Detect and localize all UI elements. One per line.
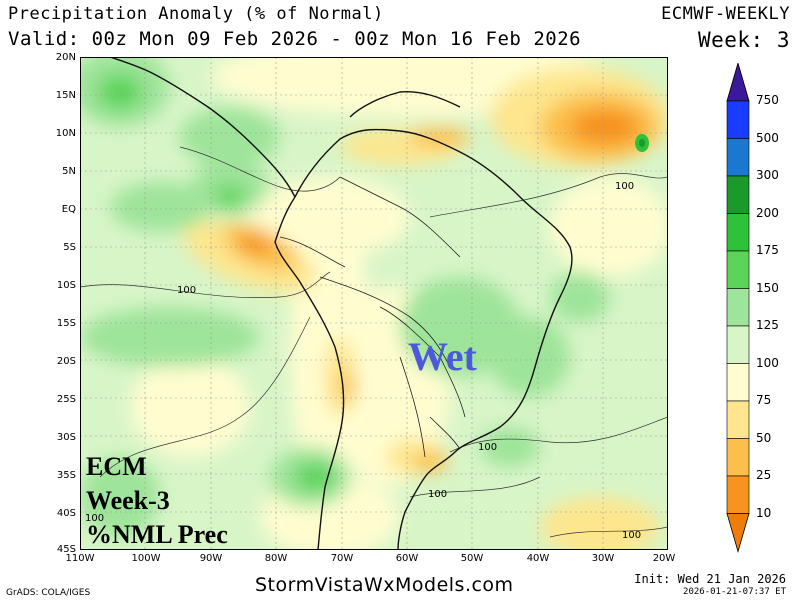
map-canvas: 100 100 100 100 100 100 xyxy=(80,57,668,550)
colorbar-label: 125 xyxy=(756,318,779,332)
lat-label: 40S xyxy=(56,508,76,519)
anomaly-map: 100 100 100 100 100 100 xyxy=(80,57,668,550)
colorbar-segment xyxy=(726,475,750,514)
timestamp: 2026-01-21-07:37 ET xyxy=(683,587,786,597)
overlay-caption: ECM Week-3 %NML Prec xyxy=(86,450,228,552)
overlay-line: %NML Prec xyxy=(86,520,228,549)
colorbar-segment xyxy=(726,138,750,177)
lon-label: 80W xyxy=(264,553,288,564)
colorbar-label: 50 xyxy=(756,430,772,445)
colorbar-top-arrow xyxy=(726,63,750,102)
lat-label: 20N xyxy=(55,52,76,63)
lon-label: 40W xyxy=(526,553,550,564)
lat-label: 15N xyxy=(55,90,76,101)
colorbar-label: 100 xyxy=(756,355,779,370)
wet-annotation: Wet xyxy=(408,334,477,379)
contour-label: 100 xyxy=(478,442,497,453)
colorbar-label: 75 xyxy=(756,393,772,407)
contour-label: 100 xyxy=(85,513,104,524)
coastlines xyxy=(109,57,573,550)
colorbar-label: 750 xyxy=(756,93,779,107)
colorbar-segment xyxy=(726,325,750,364)
colorbar-label: 300 xyxy=(756,168,779,182)
lat-label: 5S xyxy=(63,242,76,253)
chart-title: Precipitation Anomaly (% of Normal) xyxy=(8,4,384,24)
lon-label: 70W xyxy=(330,553,354,564)
anomaly-shading xyxy=(80,57,668,550)
colorbar-segment xyxy=(726,213,750,252)
lon-label: 60W xyxy=(395,553,419,564)
lat-label: 35S xyxy=(56,470,76,481)
lat-label: 10S xyxy=(56,280,76,291)
init-time: Init: Wed 21 Jan 2026 xyxy=(634,572,786,586)
lon-label: 90W xyxy=(199,553,223,564)
colorbar xyxy=(726,63,750,553)
lat-label: 5N xyxy=(62,166,76,177)
grads-credit: GrADS: COLA/IGES xyxy=(6,588,91,598)
colorbar-label: 150 xyxy=(756,280,779,295)
lat-label: 45S xyxy=(56,544,76,555)
lat-label: 15S xyxy=(56,318,76,329)
colorbar-label: 500 xyxy=(756,130,779,145)
model-name: ECMWF-WEEKLY xyxy=(661,4,790,24)
colorbar-label: 25 xyxy=(756,468,772,482)
lon-label: 30W xyxy=(591,553,615,564)
lon-label: 110W xyxy=(65,553,95,564)
lon-label: 50W xyxy=(460,553,484,564)
colorbar-segment xyxy=(726,175,750,214)
map-frame xyxy=(80,57,668,550)
lat-label: EQ xyxy=(61,204,76,215)
colorbar-segment xyxy=(726,438,750,477)
week-label: Week: 3 xyxy=(697,28,790,52)
lat-label: 30S xyxy=(56,432,76,443)
lon-label: 20W xyxy=(652,553,676,564)
site-name: StormVistaWxModels.com xyxy=(255,574,514,596)
colorbar-segment xyxy=(726,250,750,289)
colorbar-label: 175 xyxy=(756,243,779,257)
lon-label: 100W xyxy=(131,553,161,564)
overlay-line: Week-3 xyxy=(86,486,170,515)
valid-period: Valid: 00z Mon 09 Feb 2026 - 00z Mon 16 … xyxy=(8,28,582,50)
overlay-line: ECM xyxy=(86,452,147,481)
lat-label: 10N xyxy=(55,128,76,139)
colorbar-segment xyxy=(726,363,750,402)
colorbar-label: 10 xyxy=(756,505,772,520)
lat-label: 25S xyxy=(56,394,76,405)
colorbar-segment xyxy=(726,288,750,327)
wet-spot-core xyxy=(639,139,645,147)
contour-label: 100 xyxy=(615,181,634,192)
colorbar-bottom-arrow xyxy=(726,513,750,553)
contour-label: 100 xyxy=(177,285,196,296)
contour-label: 100 xyxy=(428,489,447,500)
country-borders xyxy=(279,176,466,458)
contour-label: 100 xyxy=(622,530,641,541)
colorbar-label: 200 xyxy=(756,205,779,220)
colorbar-segment xyxy=(726,400,750,439)
lat-label: 20S xyxy=(56,356,76,367)
contour-lines xyxy=(80,146,668,538)
colorbar-segment xyxy=(726,100,750,139)
